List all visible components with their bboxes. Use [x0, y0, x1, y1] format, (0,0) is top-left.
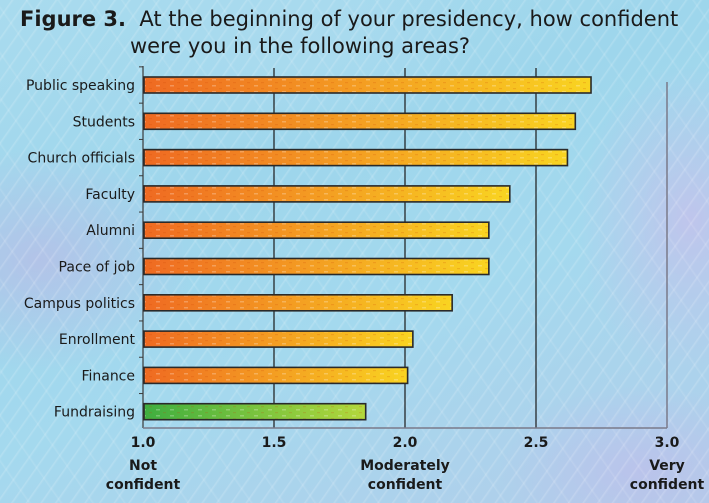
category-label: Church officials	[28, 151, 135, 167]
bar-texture	[145, 78, 591, 92]
x-tick-label: 2.5	[524, 435, 549, 451]
title-text-1: At the beginning of your presidency, how…	[139, 7, 679, 31]
category-label: Faculty	[85, 187, 135, 203]
x-tick-label: 1.0	[131, 435, 156, 451]
title-text-2: were you in the following areas?	[130, 34, 471, 58]
category-label: Fundraising	[54, 405, 135, 421]
category-label: Enrollment	[59, 332, 136, 348]
bar-texture	[145, 186, 509, 201]
category-label: Students	[73, 114, 135, 130]
category-label: Alumni	[86, 223, 135, 239]
figure-label: Figure 3.	[20, 7, 127, 31]
category-label: Pace of job	[59, 260, 136, 276]
x-tick-labels: 1.0 Not confident 1.5 2.0 Moderately confident…	[106, 435, 705, 493]
bar-texture	[145, 332, 412, 347]
bar-texture	[145, 223, 488, 238]
x-tick-sublabel: Moderately	[360, 458, 450, 474]
bar-texture	[145, 295, 452, 310]
x-tick-sublabel: confident	[368, 477, 443, 493]
x-tick-sublabel: confident	[106, 477, 181, 493]
bar-texture	[145, 259, 488, 274]
x-tick-sublabel: confident	[630, 477, 705, 493]
x-tick-sublabel: Very	[649, 458, 685, 474]
x-tick-label: 1.5	[262, 435, 287, 451]
category-labels: Public speaking Students Church officials F…	[24, 78, 136, 421]
category-label: Public speaking	[26, 78, 135, 94]
bar-texture	[145, 404, 365, 419]
bar-texture	[145, 150, 567, 165]
axes	[139, 66, 667, 429]
x-tick-label: 3.0	[655, 435, 680, 451]
title-line-1: Figure 3. At the beginning of your presi…	[20, 6, 678, 33]
bars	[143, 76, 592, 421]
x-tick-sublabel: Not	[129, 458, 157, 474]
x-tick-label: 2.0	[393, 435, 418, 451]
category-label: Campus politics	[24, 296, 135, 312]
bar-texture	[145, 368, 407, 383]
figure-title: Figure 3. At the beginning of your presi…	[20, 6, 678, 60]
bar-texture	[145, 114, 575, 129]
category-label: Finance	[81, 368, 135, 384]
